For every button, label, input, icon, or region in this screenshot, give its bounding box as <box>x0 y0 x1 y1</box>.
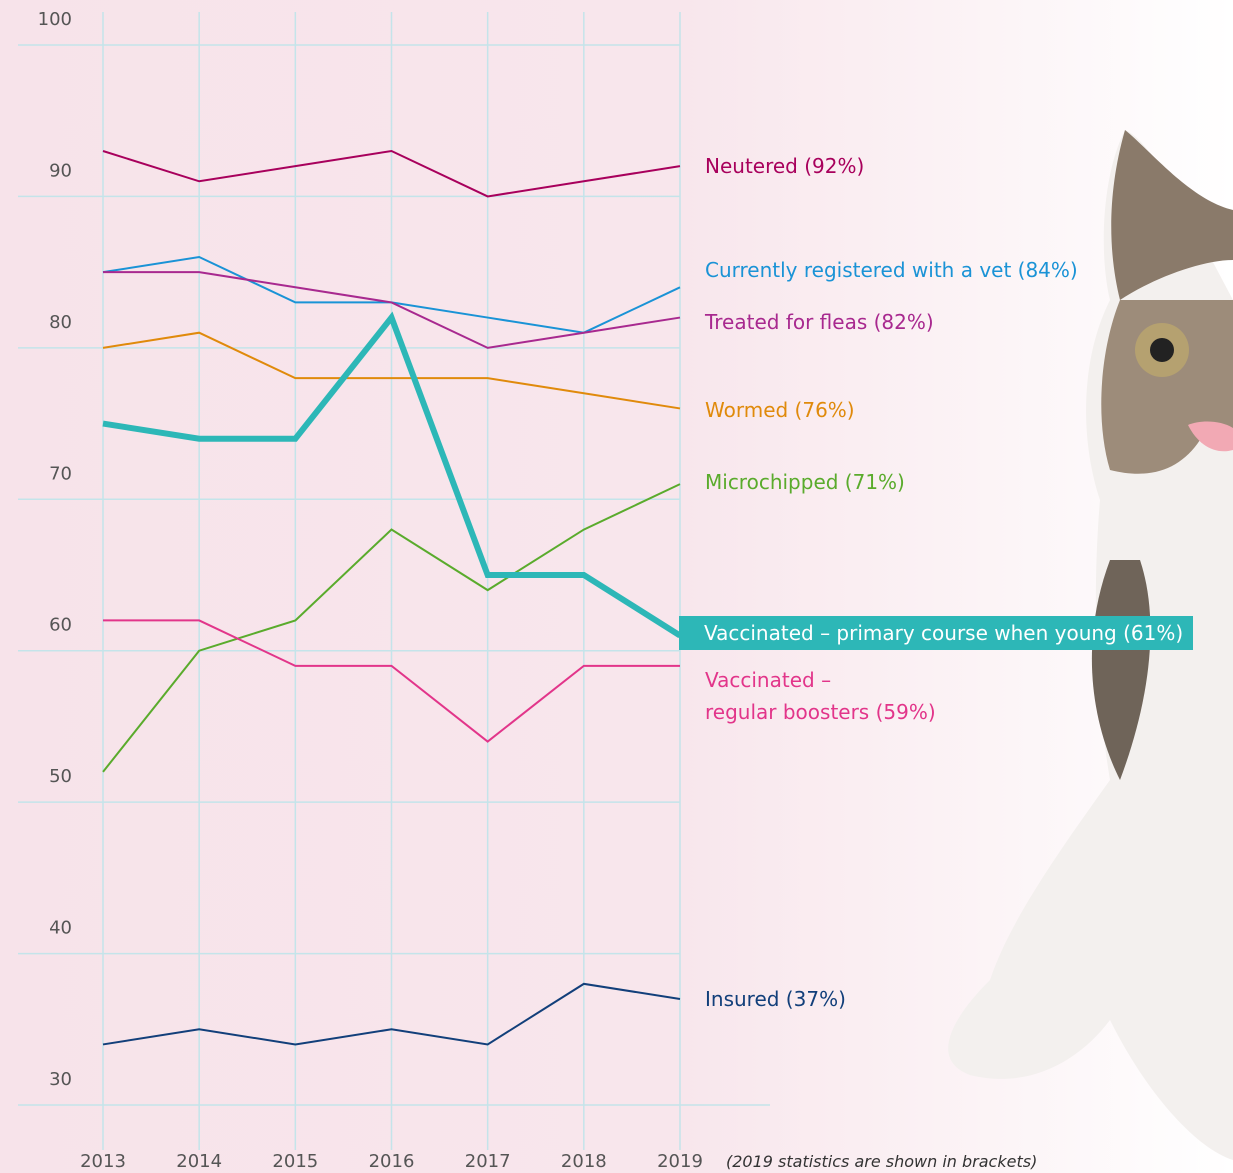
y-tick-label: 50 <box>49 766 72 787</box>
series-label: Insured (37%) <box>705 983 846 1015</box>
x-tick-label: 2016 <box>369 1151 415 1172</box>
series-label: Vaccinated – primary course when young (… <box>679 616 1193 650</box>
y-tick-label: 40 <box>49 918 72 939</box>
x-tick-label: 2017 <box>465 1151 511 1172</box>
y-tick-label: 60 <box>49 615 72 636</box>
y-tick-label: 90 <box>49 160 72 181</box>
series-label: Treated for fleas (82%) <box>705 306 934 338</box>
x-tick-label: 2014 <box>176 1151 222 1172</box>
series-label: Neutered (92%) <box>705 150 864 182</box>
y-tick-label: 100 <box>38 9 72 30</box>
y-tick-label: 30 <box>49 1069 72 1090</box>
chart: 30 40 50 60 70 80 90 100 2013 2014 2015 2016 2017 201… <box>0 0 1233 1173</box>
x-tick-label: 2019 <box>657 1151 703 1172</box>
x-tick-label: 2018 <box>561 1151 607 1172</box>
footnote: (2019 statistics are shown in brackets) <box>726 1146 1037 1173</box>
series-label: Vaccinated – regular boosters (59%) <box>705 664 936 728</box>
series-label: Wormed (76%) <box>705 394 855 426</box>
y-tick-label: 70 <box>49 463 72 484</box>
x-tick-label: 2015 <box>272 1151 318 1172</box>
page: 30 40 50 60 70 80 90 100 2013 2014 2015 2016 2017 201… <box>0 0 1233 1173</box>
y-tick-label: 80 <box>49 312 72 333</box>
series-label: Microchipped (71%) <box>705 466 905 498</box>
series-label: Currently registered with a vet (84%) <box>705 254 1078 286</box>
x-tick-label: 2013 <box>80 1151 126 1172</box>
